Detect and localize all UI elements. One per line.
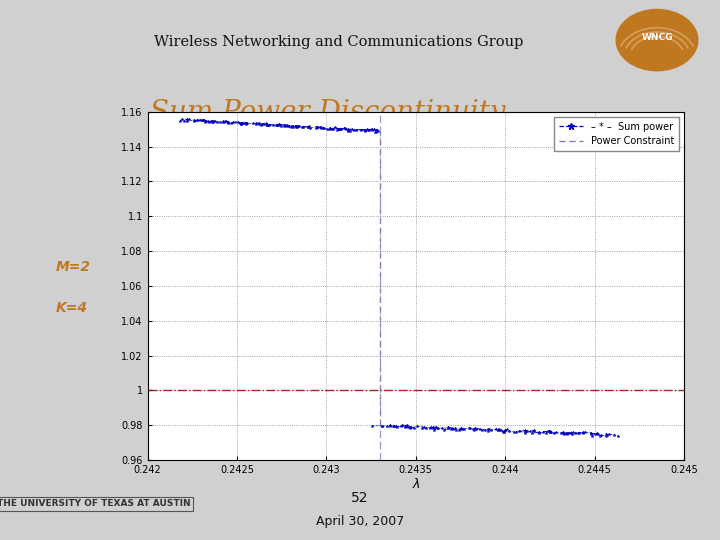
Legend: – * –  Sum power, Power Constraint: – * – Sum power, Power Constraint (554, 117, 679, 151)
Text: WNCG: WNCG (642, 33, 672, 43)
Circle shape (616, 10, 698, 71)
Text: April 30, 2007: April 30, 2007 (316, 515, 404, 528)
Text: THE UNIVERSITY OF TEXAS AT AUSTIN: THE UNIVERSITY OF TEXAS AT AUSTIN (0, 500, 190, 509)
Text: Sum Power Discontinuity: Sum Power Discontinuity (150, 99, 505, 126)
X-axis label: λ: λ (412, 478, 420, 491)
Text: K=4: K=4 (56, 301, 88, 315)
Text: Wireless Networking and Communications Group: Wireless Networking and Communications G… (153, 35, 523, 49)
Text: M=2: M=2 (56, 260, 91, 274)
Text: 52: 52 (351, 491, 369, 505)
